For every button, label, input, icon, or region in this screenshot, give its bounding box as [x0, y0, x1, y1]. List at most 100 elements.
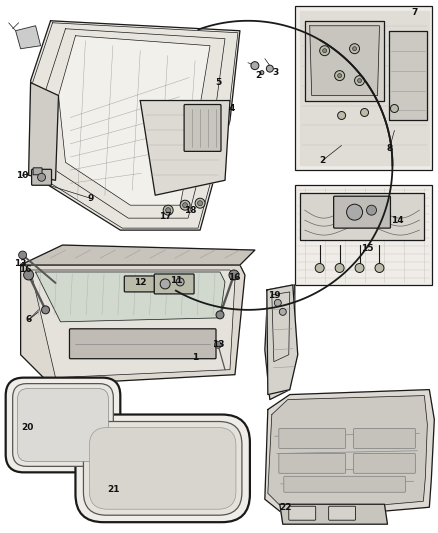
Text: 2: 2 [255, 71, 261, 80]
Circle shape [320, 46, 330, 55]
Circle shape [367, 205, 377, 215]
Circle shape [251, 62, 259, 70]
FancyBboxPatch shape [18, 389, 108, 462]
Circle shape [355, 263, 364, 272]
Text: 5: 5 [215, 78, 221, 87]
Circle shape [375, 263, 384, 272]
Bar [295, 6, 432, 171]
Circle shape [216, 311, 224, 319]
Circle shape [355, 76, 364, 86]
FancyBboxPatch shape [284, 477, 406, 492]
FancyBboxPatch shape [353, 454, 415, 473]
Polygon shape [265, 390, 434, 519]
Circle shape [266, 65, 273, 72]
FancyBboxPatch shape [124, 276, 154, 292]
Circle shape [19, 251, 27, 259]
FancyBboxPatch shape [33, 168, 42, 175]
Bar [295, 185, 432, 285]
Polygon shape [59, 36, 210, 205]
Polygon shape [310, 26, 379, 95]
FancyBboxPatch shape [32, 169, 52, 185]
Text: 10: 10 [17, 171, 29, 180]
Text: 7: 7 [411, 9, 417, 17]
FancyBboxPatch shape [184, 104, 221, 151]
Polygon shape [31, 21, 240, 230]
Polygon shape [280, 504, 388, 524]
Circle shape [346, 204, 363, 220]
Text: 11: 11 [170, 277, 182, 286]
Polygon shape [265, 285, 295, 400]
Polygon shape [272, 292, 290, 362]
Polygon shape [31, 270, 235, 378]
Text: 8: 8 [386, 144, 392, 153]
Text: 22: 22 [279, 503, 292, 512]
Text: 21: 21 [107, 485, 120, 494]
Circle shape [229, 270, 239, 280]
FancyBboxPatch shape [289, 506, 316, 520]
FancyBboxPatch shape [328, 506, 356, 520]
Circle shape [353, 47, 357, 51]
FancyBboxPatch shape [13, 384, 113, 466]
Text: 13: 13 [14, 259, 27, 268]
Polygon shape [267, 285, 298, 394]
Circle shape [183, 203, 187, 208]
Circle shape [176, 278, 184, 286]
Text: 16: 16 [19, 265, 32, 274]
Circle shape [160, 279, 170, 289]
Polygon shape [16, 26, 41, 49]
Polygon shape [389, 31, 427, 120]
Polygon shape [300, 11, 429, 165]
Polygon shape [268, 395, 427, 513]
FancyBboxPatch shape [89, 427, 236, 509]
Circle shape [24, 270, 34, 280]
Text: 12: 12 [134, 278, 146, 287]
Circle shape [390, 104, 399, 112]
Text: 14: 14 [391, 216, 404, 224]
Text: 9: 9 [87, 193, 94, 203]
Polygon shape [305, 21, 385, 101]
Circle shape [279, 309, 286, 316]
Circle shape [360, 109, 368, 117]
Circle shape [338, 111, 346, 119]
FancyBboxPatch shape [75, 415, 250, 522]
FancyBboxPatch shape [353, 429, 415, 448]
FancyBboxPatch shape [279, 454, 346, 473]
Circle shape [323, 49, 327, 53]
FancyBboxPatch shape [70, 329, 216, 359]
FancyBboxPatch shape [6, 378, 120, 472]
FancyBboxPatch shape [334, 196, 390, 228]
Circle shape [180, 200, 190, 210]
Polygon shape [21, 265, 245, 385]
Circle shape [274, 300, 281, 306]
Polygon shape [140, 101, 230, 195]
Circle shape [350, 44, 360, 54]
Text: 15: 15 [361, 244, 374, 253]
Circle shape [357, 78, 361, 83]
FancyBboxPatch shape [154, 274, 194, 294]
Circle shape [198, 201, 202, 206]
Text: 1: 1 [192, 353, 198, 362]
Polygon shape [28, 83, 59, 180]
Circle shape [335, 71, 345, 80]
Text: 16: 16 [228, 273, 240, 282]
Circle shape [42, 306, 49, 314]
Circle shape [338, 74, 342, 78]
Text: 3: 3 [273, 68, 279, 77]
FancyBboxPatch shape [83, 422, 242, 515]
Text: 17: 17 [159, 212, 172, 221]
Text: 2: 2 [320, 156, 326, 165]
Circle shape [195, 198, 205, 208]
Polygon shape [300, 193, 424, 240]
FancyBboxPatch shape [279, 429, 346, 448]
Text: 6: 6 [25, 316, 32, 324]
Circle shape [166, 208, 171, 213]
Text: 20: 20 [21, 423, 34, 432]
Circle shape [163, 205, 173, 215]
Circle shape [315, 263, 324, 272]
Text: 4: 4 [229, 104, 235, 113]
Circle shape [335, 263, 344, 272]
Text: 13: 13 [212, 340, 224, 349]
Circle shape [260, 71, 264, 75]
Text: 19: 19 [268, 292, 281, 301]
Polygon shape [21, 245, 255, 265]
